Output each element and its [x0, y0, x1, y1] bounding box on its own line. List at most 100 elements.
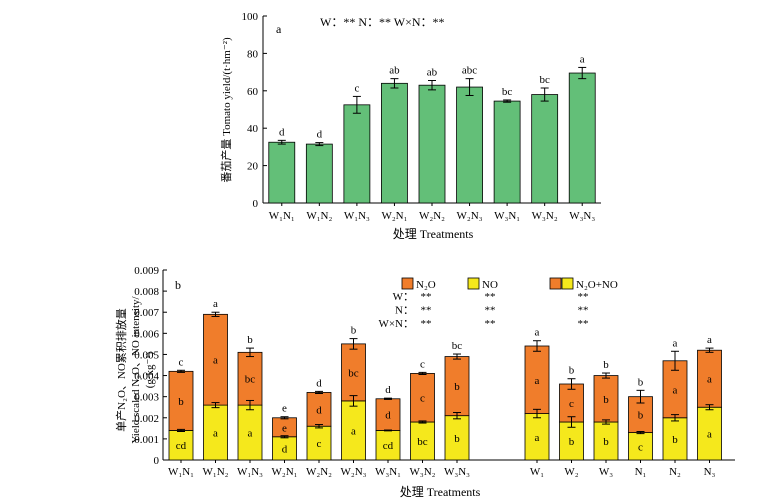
n2o-bar-segment	[444, 356, 470, 417]
no-significance-letter: cd	[176, 440, 187, 452]
total-significance-letter: a	[707, 334, 712, 346]
legend-no-swatch	[467, 277, 480, 290]
yield-significance-letter: c	[354, 82, 359, 94]
significance-value: **	[421, 305, 432, 317]
panel-b-y-axis-title: 单产N₂O、NO累积排放量 Yield scaled N₂O、NO intensi…	[114, 295, 156, 443]
panel-a-y-tick-label: 80	[247, 48, 259, 60]
significance-row-label: W：	[393, 291, 414, 303]
panel-b-x-tick-label: W₃N₃	[444, 466, 470, 478]
legend-combined-swatch-no	[561, 277, 574, 290]
total-significance-letter: b	[638, 376, 644, 388]
panel-a-x-tick-label: W₁N₁	[269, 210, 295, 222]
no-significance-letter: b	[454, 433, 460, 445]
panel-b-x-tick-label: W₂	[564, 466, 578, 478]
n2o-significance-letter: c	[569, 398, 574, 410]
panel-a-x-tick-label: W₂N₃	[457, 210, 483, 222]
no-significance-letter: c	[317, 438, 322, 450]
no-bar-segment	[444, 415, 470, 461]
yield-bar	[531, 94, 559, 204]
total-significance-letter: d	[316, 377, 322, 389]
yield-significance-letter: ab	[427, 67, 438, 79]
no-bar-segment	[306, 425, 332, 461]
panel-b-y-tick-label: 0.008	[134, 286, 159, 298]
legend-n2o-swatch	[401, 277, 414, 290]
no-significance-letter: b	[569, 436, 575, 448]
total-significance-letter: d	[385, 384, 391, 396]
n2o-significance-letter: a	[673, 384, 678, 396]
yield-significance-letter: abc	[462, 65, 477, 77]
no-bar-segment	[341, 400, 366, 461]
panel-b-x-tick-label: W₂N₁	[272, 466, 298, 478]
panel-a-x-tick-label: W₃N₂	[532, 210, 558, 222]
n2o-bar-segment	[593, 375, 619, 423]
panel-a-x-tick-label: W₁N₃	[344, 210, 370, 222]
significance-value: **	[578, 318, 589, 330]
panel-b-x-tick-label: W₃N₂	[410, 466, 436, 478]
total-significance-letter: a	[535, 327, 540, 339]
panel-a-x-tick-label: W₃N₁	[494, 210, 520, 222]
yield-bar	[493, 100, 521, 204]
legend-no-label: NO	[482, 279, 498, 291]
panel-b-y-tick-label: 0.001	[134, 434, 159, 446]
no-significance-letter: c	[638, 441, 643, 453]
panel-b-x-tick-label: W₃	[599, 466, 613, 478]
no-significance-letter: a	[535, 432, 540, 444]
panel-b-x-tick-label: W₃N₁	[375, 466, 401, 478]
no-significance-letter: a	[248, 428, 253, 440]
total-significance-letter: a	[213, 298, 218, 310]
panel-b-y-axis-title-line: Yield scaled N₂O、NO intensity/	[130, 295, 142, 443]
total-significance-letter: e	[282, 403, 287, 415]
no-bar-segment	[662, 417, 688, 461]
no-significance-letter: a	[351, 425, 356, 437]
no-significance-letter: a	[707, 429, 712, 441]
panel-b-y-tick-label: 0.005	[134, 349, 159, 361]
no-bar-segment	[524, 413, 550, 461]
panel-a-y-tick-label: 100	[242, 11, 259, 23]
panel-b-x-tick-label: W₁N₁	[168, 466, 194, 478]
no-significance-letter: a	[213, 428, 218, 440]
n2o-significance-letter: e	[282, 422, 287, 434]
tomato-yield-chart: a W：** N：** W×N：** 0 20 40 60 80 100 W₁N₁ W₁N₂ W…	[219, 11, 601, 241]
no-bar-segment	[237, 404, 263, 461]
significance-value: **	[421, 291, 432, 303]
n2o-significance-letter: c	[420, 393, 425, 405]
significance-value: **	[485, 305, 496, 317]
n2o-bar-segment	[524, 345, 550, 414]
yield-significance-letter: ab	[389, 65, 400, 77]
panel-b-legend: N₂O NO N₂O+NO	[401, 277, 618, 291]
yield-bar	[456, 86, 483, 204]
significance-value: **	[485, 318, 496, 330]
panel-b-x-tick-label: N₁	[635, 466, 647, 478]
panel-a-y-tick-label: 40	[247, 123, 259, 135]
total-significance-letter: a	[673, 337, 678, 349]
no-bar-segment	[628, 432, 653, 461]
total-significance-letter: c	[179, 356, 184, 368]
no-bar-segment	[203, 404, 228, 461]
panel-b-y-axis-title-line: (g·kg⁻¹)	[144, 351, 156, 388]
panel-a-x-tick-label: W₂N₁	[381, 210, 407, 222]
panel-a-y-tick-label: 0	[253, 198, 259, 210]
panel-a-y-tick-label: 60	[247, 86, 259, 98]
n2o-bar-segment	[375, 398, 401, 431]
n2o-significance-letter: d	[316, 404, 322, 416]
n2o-significance-letter: a	[535, 375, 540, 387]
n2o-significance-letter: b	[603, 394, 609, 406]
no-significance-letter: bc	[417, 436, 428, 448]
panel-b-x-axis-title: 处理 Treatments	[400, 485, 481, 499]
significance-value: **	[578, 291, 589, 303]
total-significance-letter: b	[603, 359, 609, 371]
n2o-bar-segment	[697, 349, 722, 408]
yield-bar	[568, 72, 596, 204]
legend-combined-swatch-n2o	[549, 277, 562, 290]
yield-significance-letter: bc	[502, 86, 513, 98]
n2o-significance-letter: b	[638, 410, 644, 422]
yield-bar	[343, 104, 371, 204]
panel-b-y-axis-title-line: 单产N₂O、NO累积排放量	[114, 308, 128, 432]
yield-significance-letter: d	[317, 129, 323, 141]
total-significance-letter: c	[420, 358, 425, 370]
panel-a-axes: 0 20 40 60 80 100 W₁N₁ W₁N₂ W₁N₃ W₂N₁ W₂N₂ W₂N₃ W₃N₁…	[242, 11, 601, 222]
panel-b-x-tick-label: N₂	[669, 466, 681, 478]
no-bar-segment	[593, 421, 619, 461]
panel-b-y-tick-label: 0.002	[134, 413, 159, 425]
panel-a-label: a	[276, 22, 282, 36]
